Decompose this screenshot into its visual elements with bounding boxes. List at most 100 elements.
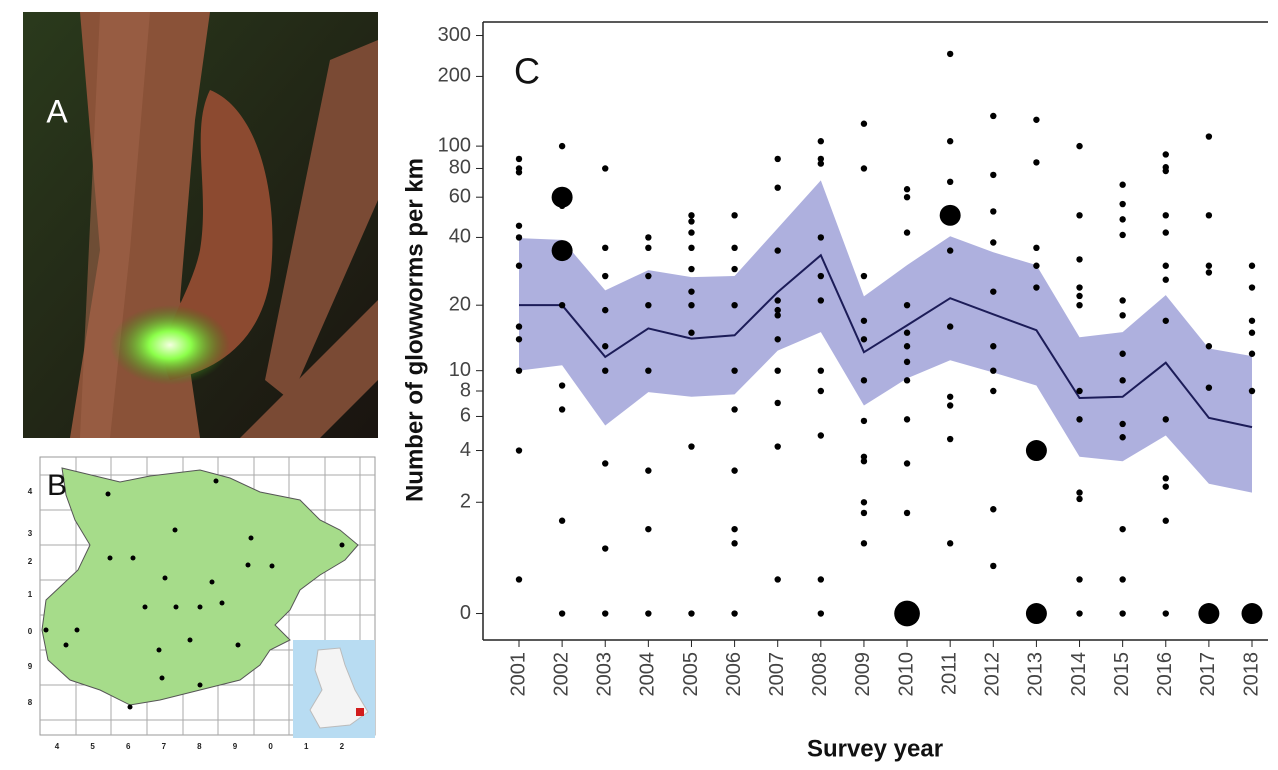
site-point <box>903 301 911 309</box>
x-tick-label: 2013 <box>1025 652 1047 697</box>
site-point <box>990 171 997 179</box>
site-point <box>860 272 868 280</box>
site-point <box>1119 181 1126 188</box>
site-point <box>903 416 911 423</box>
panel-label: B <box>47 469 67 502</box>
map-x-label: 8 <box>197 742 202 751</box>
site-point <box>946 540 954 547</box>
y-tick-label: 6 <box>460 405 471 427</box>
site-point <box>903 509 911 517</box>
site-point <box>1162 475 1169 482</box>
site-point <box>1119 377 1126 384</box>
site-point <box>688 212 695 219</box>
site-point <box>860 336 868 343</box>
map-x-label: 0 <box>268 742 273 751</box>
site-point <box>903 229 911 236</box>
site-point <box>1076 212 1083 219</box>
site-point <box>1076 576 1083 583</box>
site-point <box>990 367 997 374</box>
site-point <box>946 402 954 409</box>
y-tick-label: 80 <box>449 157 471 179</box>
site-point <box>645 244 652 252</box>
site-point <box>1205 262 1213 269</box>
site-point <box>1248 387 1256 395</box>
site-point <box>1076 387 1083 395</box>
site-point <box>688 443 695 450</box>
site-point <box>1162 276 1169 283</box>
site-point <box>1076 292 1083 300</box>
site-point <box>817 155 825 163</box>
site-point <box>1119 216 1126 223</box>
x-tick-label: 2005 <box>680 652 702 697</box>
site-point <box>990 208 997 215</box>
site-point <box>817 234 825 241</box>
site-point <box>860 509 868 517</box>
site-point <box>645 272 652 280</box>
map-y-label: 8 <box>28 698 33 707</box>
site-point <box>903 377 911 384</box>
y-tick-label: 20 <box>449 293 471 315</box>
site-point <box>774 399 781 407</box>
site-point <box>602 306 609 314</box>
site-point <box>946 323 954 330</box>
site-point <box>1205 269 1213 276</box>
site-point <box>946 178 954 186</box>
site-point <box>860 540 868 547</box>
site-point <box>774 312 781 319</box>
x-tick-label: 2017 <box>1197 652 1219 697</box>
large-point <box>551 240 573 262</box>
site-point <box>602 343 609 350</box>
site-point <box>990 239 997 246</box>
x-tick-label: 2007 <box>766 652 788 697</box>
site-point <box>946 435 954 443</box>
site-point <box>860 417 868 425</box>
site-point <box>946 50 954 58</box>
map-x-label: 7 <box>162 742 167 751</box>
site-point <box>731 265 738 273</box>
site-point <box>1076 301 1083 309</box>
large-point <box>939 204 961 226</box>
site-point <box>990 112 997 120</box>
y-tick-label: 300 <box>438 24 471 46</box>
site-point <box>1076 416 1083 423</box>
site-point <box>558 142 566 150</box>
x-tick-label: 2016 <box>1154 652 1176 697</box>
site-point <box>903 343 911 350</box>
site-point <box>515 169 523 176</box>
site-point <box>990 343 997 350</box>
site-point <box>774 367 781 374</box>
site-point <box>1033 159 1040 166</box>
site-point <box>1248 262 1256 269</box>
site-point <box>602 545 609 552</box>
site-point <box>817 297 825 304</box>
site-point <box>731 367 738 374</box>
x-tick-label: 2012 <box>982 652 1004 697</box>
site-point <box>946 393 954 400</box>
panel-label: C <box>514 51 540 92</box>
site-point <box>602 244 609 252</box>
site-point <box>731 406 738 413</box>
x-tick-label: 2009 <box>852 652 874 697</box>
site-point <box>1119 350 1126 357</box>
site-point <box>860 499 868 506</box>
site-point <box>817 138 825 145</box>
site-point <box>688 610 695 617</box>
site-point <box>1033 262 1040 269</box>
large-point <box>1025 603 1047 625</box>
site-point <box>774 247 781 254</box>
site-point <box>515 367 523 374</box>
panel-label: A <box>46 93 68 129</box>
site-point <box>774 576 781 583</box>
site-point <box>774 306 781 314</box>
x-tick-label: 2001 <box>507 652 529 697</box>
y-tick-label: 2 <box>460 491 471 513</box>
site-point <box>860 457 868 465</box>
site-point <box>1248 350 1256 357</box>
site-point <box>1248 329 1256 336</box>
site-point <box>688 329 695 336</box>
site-point <box>774 297 781 304</box>
site-point <box>1076 284 1083 291</box>
site-point <box>1119 576 1126 583</box>
